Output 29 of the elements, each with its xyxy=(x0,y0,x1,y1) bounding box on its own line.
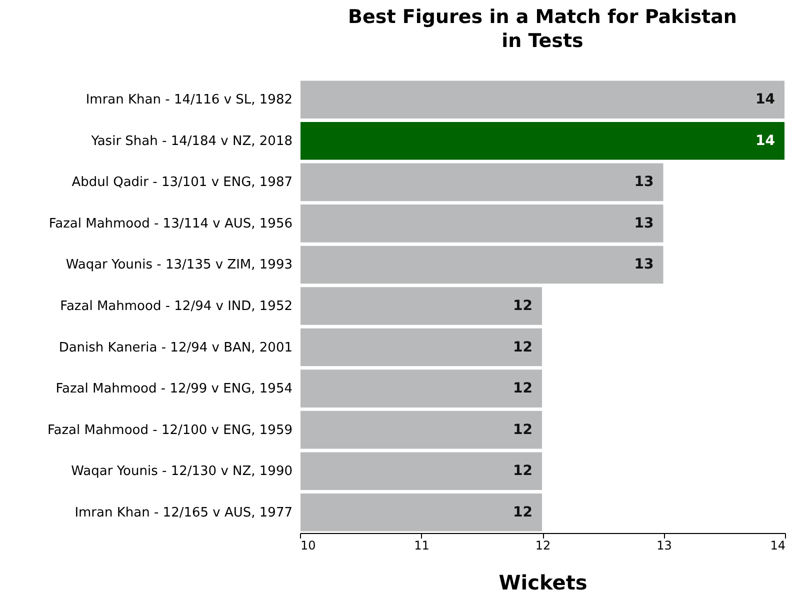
data-label: 12 xyxy=(513,339,532,356)
y-tick-label: Waqar Younis - 12/130 v NZ, 1990 xyxy=(71,464,292,480)
y-tick-label: Yasir Shah - 14/184 v NZ, 2018 xyxy=(90,134,292,149)
chart-title: Best Figures in a Match for Pakistan in Tests xyxy=(348,6,737,52)
y-tick-label: Abdul Qadir - 13/101 v ENG, 1987 xyxy=(72,175,292,190)
y-tick-label: Fazal Mahmood - 13/114 v AUS, 1956 xyxy=(48,216,292,232)
data-label: 13 xyxy=(634,256,654,273)
y-tick-label: Fazal Mahmood - 12/94 v IND, 1952 xyxy=(60,299,292,314)
x-tick-label: 11 xyxy=(414,538,430,552)
data-label: 12 xyxy=(513,422,532,438)
x-tick-label: 12 xyxy=(535,538,551,552)
data-label: 12 xyxy=(513,298,532,314)
x-tick-label: 10 xyxy=(300,538,316,552)
x-tick-label: 14 xyxy=(770,538,786,552)
x-tick-label: 13 xyxy=(656,538,672,552)
y-tick-label: Fazal Mahmood - 12/99 v ENG, 1954 xyxy=(56,382,292,397)
y-tick-label: Waqar Younis - 13/135 v ZIM, 1993 xyxy=(66,258,292,273)
data-label: 14 xyxy=(756,92,776,108)
data-label: 12 xyxy=(513,380,532,397)
y-tick-label: Fazal Mahmood - 12/100 v ENG, 1959 xyxy=(47,422,292,438)
data-label: 12 xyxy=(513,463,532,480)
y-tick-label: Imran Khan - 12/165 v AUS, 1977 xyxy=(74,505,292,520)
data-label: 13 xyxy=(634,174,654,190)
x-axis-title: Wickets xyxy=(498,570,588,594)
y-tick-label: Imran Khan - 14/116 v SL, 1982 xyxy=(86,92,292,108)
data-label: 13 xyxy=(634,215,654,232)
data-label: 14 xyxy=(756,132,776,149)
y-tick-label: Danish Kaneria - 12/94 v BAN, 2001 xyxy=(58,340,292,356)
data-label: 12 xyxy=(513,504,532,520)
